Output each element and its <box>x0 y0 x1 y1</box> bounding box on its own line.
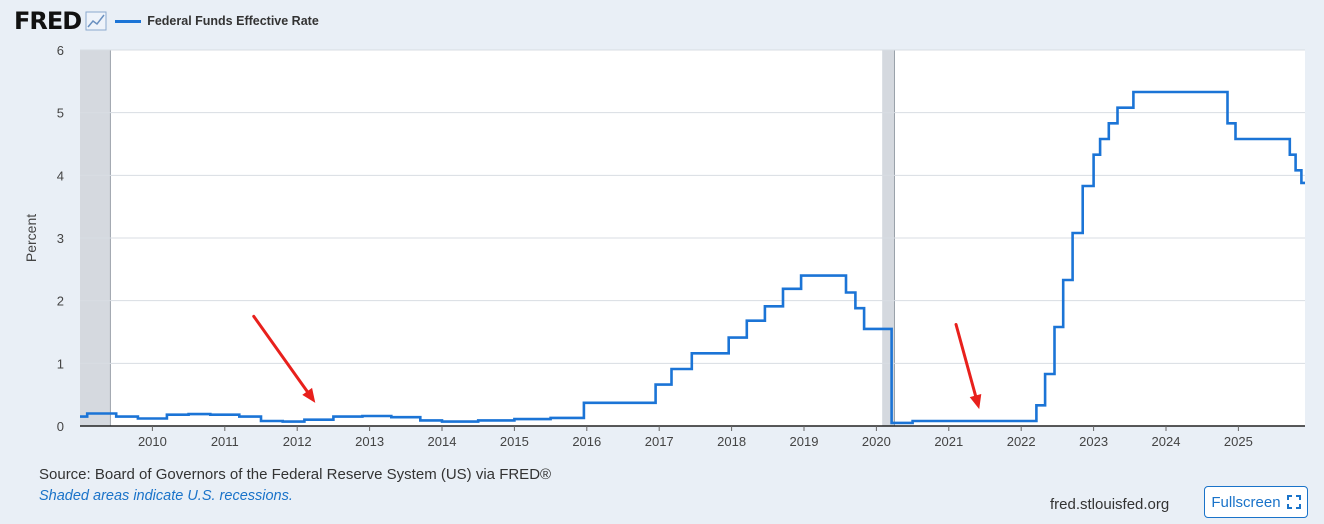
x-tick-label: 2014 <box>428 434 457 449</box>
x-tick-label: 2022 <box>1007 434 1036 449</box>
y-axis-label: Percent <box>23 214 39 262</box>
site-url[interactable]: fred.stlouisfed.org <box>1050 496 1170 513</box>
series-layer <box>80 90 1305 425</box>
fred-logo[interactable]: FRED <box>14 7 82 35</box>
x-tick-label: 2011 <box>211 434 239 449</box>
legend-label: Federal Funds Effective Rate <box>147 14 319 28</box>
fred-graph-icon <box>85 11 107 31</box>
fullscreen-label: Fullscreen <box>1211 493 1281 511</box>
chart-header: FRED Federal Funds Effective Rate <box>14 7 319 35</box>
y-tick-label: 6 <box>57 43 64 58</box>
y-tick-label: 0 <box>57 419 64 434</box>
y-tick-label: 5 <box>57 106 64 121</box>
chart-canvas: 0 1 2 3 4 5 6 2010 2011 2012 2013 2014 2015 2016 2017 2… <box>23 43 1305 449</box>
recession-note: Shaded areas indicate U.S. recessions. <box>39 488 293 504</box>
x-tick-label: 2013 <box>355 434 384 449</box>
x-tick-label: 2017 <box>645 434 674 449</box>
x-tick-label: 2010 <box>138 434 167 449</box>
source-text: Source: Board of Governors of the Federa… <box>39 466 552 483</box>
series-line <box>80 90 1305 425</box>
x-tick-label: 2023 <box>1079 434 1108 449</box>
annotation-arrowhead <box>969 393 982 410</box>
fullscreen-icon <box>1286 495 1301 509</box>
y-tick-label: 3 <box>57 231 64 246</box>
x-tick-label: 2024 <box>1152 434 1181 449</box>
x-tick-label: 2025 <box>1224 434 1253 449</box>
fullscreen-button[interactable]: Fullscreen <box>1204 486 1308 518</box>
annotation-arrow <box>954 322 978 398</box>
legend-swatch <box>115 19 142 23</box>
y-tick-label: 2 <box>57 294 64 309</box>
annotation-arrowhead <box>302 387 316 403</box>
chart-legend: Federal Funds Effective Rate <box>115 14 319 28</box>
x-tick-label: 2018 <box>717 434 746 449</box>
annotations <box>252 314 982 410</box>
y-tick-label: 4 <box>57 168 64 183</box>
gridlines <box>80 49 1305 364</box>
annotation-arrow <box>252 314 309 393</box>
x-tick-label: 2015 <box>500 434 529 449</box>
x-tick-label: 2012 <box>283 434 312 449</box>
y-tick-label: 1 <box>57 356 64 371</box>
x-tick-label: 2016 <box>572 434 601 449</box>
x-tick-label: 2021 <box>934 434 963 449</box>
axes: 0 1 2 3 4 5 6 2010 2011 2012 2013 2014 2015 2016 2017 2… <box>57 43 1305 449</box>
x-tick-label: 2019 <box>790 434 819 449</box>
x-tick-label: 2020 <box>862 434 891 449</box>
